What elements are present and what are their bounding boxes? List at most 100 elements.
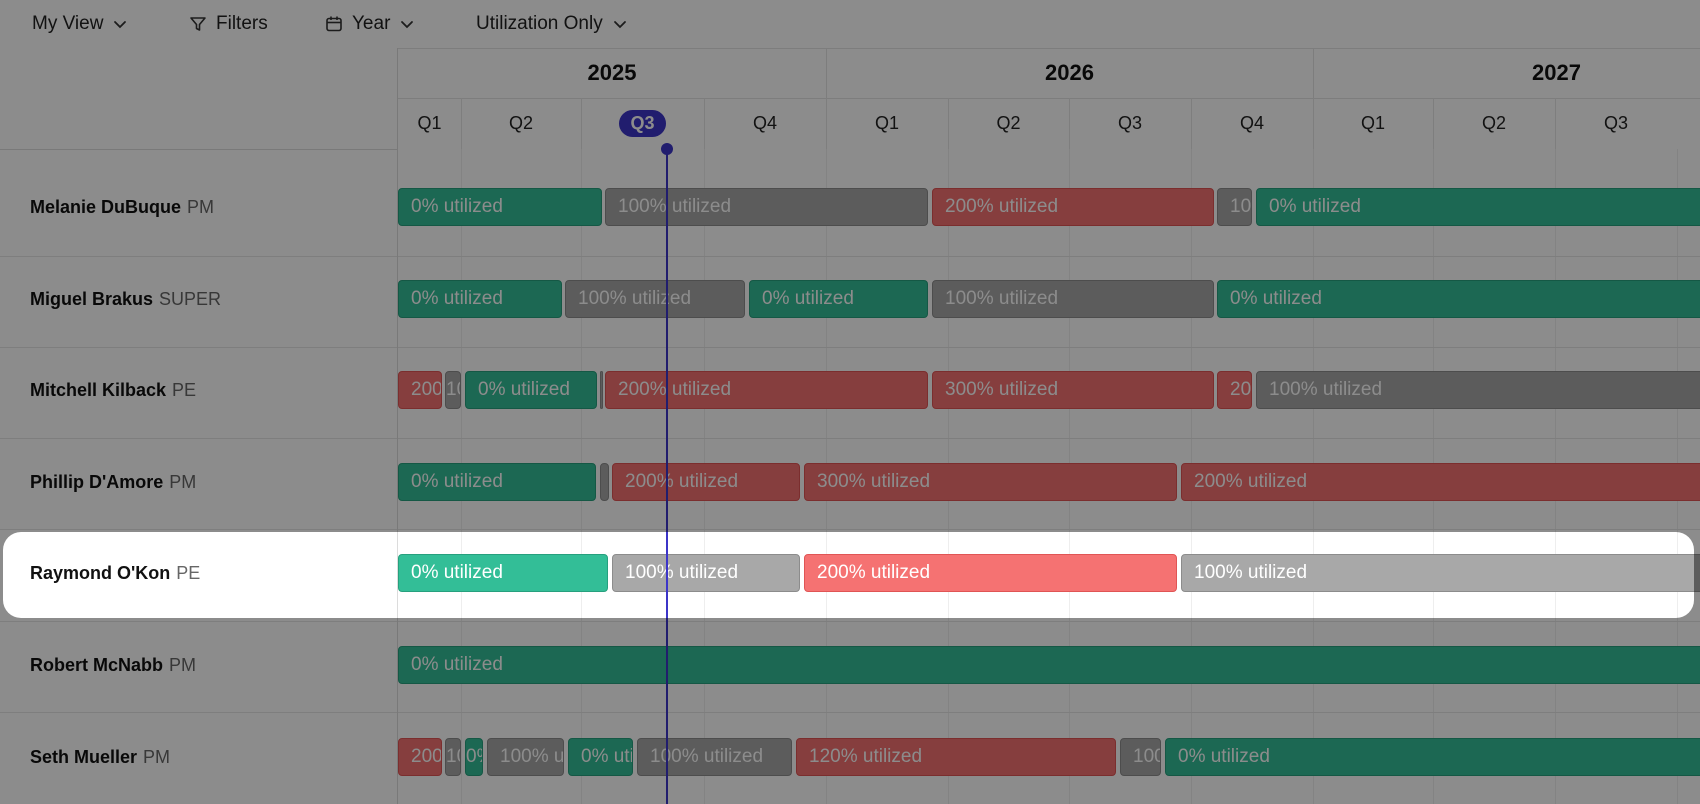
utilization-bar-over[interactable]: 200% utilized	[804, 554, 1177, 592]
quarter-text: Q2	[508, 113, 533, 133]
person-role: PM	[169, 471, 197, 492]
utilization-bar-over[interactable]: 200% utilized	[1181, 463, 1700, 501]
quarter-divider	[1069, 98, 1070, 149]
quarter-divider	[1313, 98, 1314, 149]
utilization-bar-under[interactable]: 0% utilized	[398, 280, 562, 318]
person-row-label[interactable]: Raymond O'Kon PE	[30, 553, 200, 593]
person-name: Phillip D'Amore	[30, 471, 164, 492]
quarter-label[interactable]: Q3	[1069, 98, 1191, 149]
utilization-bar-under[interactable]: 0% utilized	[749, 280, 928, 318]
utilization-bar-under[interactable]: 0% utilized	[1256, 188, 1700, 226]
utilization-bar-under[interactable]: 0% utilized	[465, 738, 483, 776]
utilization-bar-label: 0% utilized	[411, 196, 503, 217]
utilization-bar-label: 200% utilized	[945, 196, 1059, 217]
quarter-divider	[1555, 98, 1556, 149]
utilization-bar-over[interactable]: 300% utilized	[932, 371, 1214, 409]
row-divider	[398, 529, 1700, 530]
year-selector[interactable]: Year	[324, 0, 416, 48]
utilization-bar-full[interactable]: 100% utilized	[1256, 371, 1700, 409]
person-role: PE	[172, 379, 197, 400]
mode-selector-label: Utilization Only	[476, 13, 603, 34]
quarter-text: Q1	[417, 113, 442, 133]
person-name: Miguel Brakus	[30, 288, 154, 309]
quarter-label[interactable]: Q1	[826, 98, 948, 149]
utilization-bar-under[interactable]: 0% utilized	[568, 738, 633, 776]
utilization-bar-over[interactable]: 200% utilized	[932, 188, 1214, 226]
utilization-bar-full[interactable]: 100% utilized	[1120, 738, 1161, 776]
quarter-label-current[interactable]: Q3	[581, 98, 704, 149]
quarter-label[interactable]: Q3	[1555, 98, 1677, 149]
quarter-label[interactable]: Q4	[704, 98, 826, 149]
quarter-label[interactable]: Q2	[461, 98, 581, 149]
utilization-bar-full[interactable]: 100% utilized	[565, 280, 745, 318]
people-panel-header	[0, 48, 397, 150]
utilization-bar-full[interactable]: 100% utilized	[487, 738, 564, 776]
person-role: PM	[187, 196, 215, 217]
quarter-label[interactable]: Q1	[1313, 98, 1433, 149]
utilization-bar-label: 120% utilized	[809, 746, 923, 767]
utilization-bar-over[interactable]: 120% utilized	[796, 738, 1116, 776]
utilization-bar-over[interactable]: 200% utilized	[1217, 371, 1252, 409]
utilization-bar-label: 100% utilized	[1269, 379, 1383, 400]
utilization-bar-full[interactable]: 100% utilized	[932, 280, 1214, 318]
utilization-bar-under[interactable]: 0% utilized	[1165, 738, 1700, 776]
utilization-bar-label: 100% utilized	[650, 746, 764, 767]
utilization-bar-under[interactable]: 0% utilized	[465, 371, 597, 409]
quarter-label[interactable]: Q2	[948, 98, 1069, 149]
utilization-bar-under[interactable]: 0% utilized	[398, 188, 602, 226]
year-label: 2027	[1532, 60, 1581, 85]
filters-button[interactable]: Filters	[188, 0, 276, 48]
utilization-bar-over[interactable]: 200% utilized	[612, 463, 800, 501]
utilization-bar-label: 0% utilized	[411, 471, 503, 492]
row-divider	[0, 621, 397, 622]
mode-selector[interactable]: Utilization Only	[476, 0, 629, 48]
filter-icon	[188, 14, 208, 34]
person-row-label[interactable]: Mitchell Kilback PE	[30, 370, 196, 410]
timeline-quarter-header: Q1 Q2 Q3 Q4 Q1 Q2 Q3 Q4 Q1 Q2 Q3	[398, 98, 1700, 150]
person-row-label[interactable]: Seth Mueller PM	[30, 737, 170, 777]
person-row-label[interactable]: Miguel Brakus SUPER	[30, 279, 221, 319]
person-role: SUPER	[159, 288, 222, 309]
utilization-bar-under[interactable]: 0% utilized	[1217, 280, 1700, 318]
utilization-bar-label: 0% utilized	[762, 288, 854, 309]
utilization-bar-label: 0% utilized	[411, 562, 503, 583]
utilization-bar-over[interactable]: 200% utilized	[398, 371, 442, 409]
quarter-label[interactable]: Q4	[1191, 98, 1313, 149]
utilization-bar-full[interactable]: 100% utilized	[445, 738, 461, 776]
person-row-label[interactable]: Phillip D'Amore PM	[30, 462, 196, 502]
quarter-label[interactable]: Q1	[398, 98, 461, 149]
utilization-bar-under[interactable]: 0% utilized	[398, 554, 608, 592]
person-role: PE	[176, 562, 201, 583]
utilization-bar-full[interactable]: 100% utilized	[612, 554, 800, 592]
utilization-bar-label: 0% utilized	[1269, 196, 1361, 217]
utilization-bar-full[interactable]: 100% utilized	[605, 188, 928, 226]
quarter-text: Q1	[874, 113, 899, 133]
utilization-bar-label: 200% utilized	[1194, 471, 1308, 492]
utilization-bar-over[interactable]: 300% utilized	[804, 463, 1177, 501]
row-divider	[0, 712, 397, 713]
row-divider	[0, 347, 397, 348]
utilization-bar-full[interactable]: 100% utilized	[1181, 554, 1700, 592]
utilization-bar-full[interactable]	[600, 371, 603, 409]
person-row-label[interactable]: Melanie DuBuque PM	[30, 187, 214, 227]
filters-label: Filters	[216, 13, 268, 34]
person-role: PM	[169, 654, 197, 675]
utilization-bar-full[interactable]: 100% utilized	[637, 738, 792, 776]
quarter-divider	[581, 98, 582, 149]
utilization-bar-label: 300% utilized	[945, 379, 1059, 400]
utilization-bar-full[interactable]: 100% utilized	[1217, 188, 1252, 226]
utilization-bar-full[interactable]: 100% utilized	[445, 371, 461, 409]
utilization-bar-full[interactable]	[600, 463, 609, 501]
utilization-bar-under[interactable]: 0% utilized	[398, 646, 1700, 684]
utilization-bar-under[interactable]: 0% utilized	[398, 463, 596, 501]
row-divider	[0, 438, 397, 439]
utilization-bar-over[interactable]: 200% utilized	[398, 738, 442, 776]
person-role: PM	[143, 746, 171, 767]
quarter-label[interactable]: Q2	[1433, 98, 1555, 149]
person-name: Melanie DuBuque	[30, 196, 182, 217]
person-row-label[interactable]: Robert McNabb PM	[30, 645, 196, 685]
utilization-bar-over[interactable]: 200% utilized	[605, 371, 928, 409]
view-selector[interactable]: My View	[32, 0, 129, 48]
quarter-text: Q4	[752, 113, 777, 133]
quarter-text: Q1	[1360, 113, 1385, 133]
